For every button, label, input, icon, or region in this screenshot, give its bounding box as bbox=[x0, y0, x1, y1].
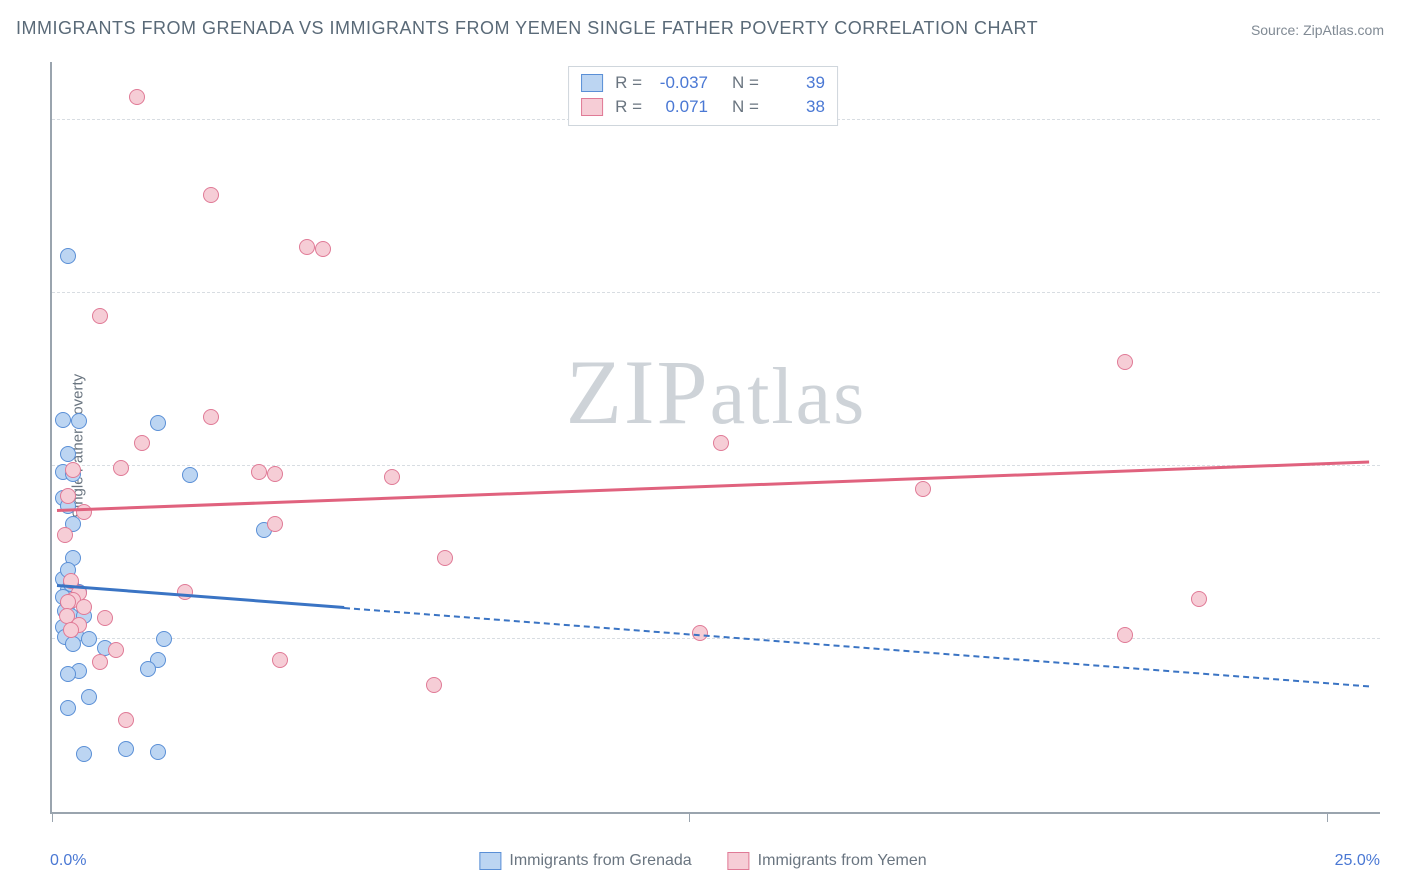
x-tick bbox=[689, 812, 690, 822]
data-point bbox=[81, 689, 97, 705]
data-point bbox=[182, 467, 198, 483]
data-point bbox=[1191, 591, 1207, 607]
data-point bbox=[156, 631, 172, 647]
data-point bbox=[76, 504, 92, 520]
r-label: R = bbox=[615, 71, 642, 95]
data-point bbox=[60, 446, 76, 462]
swatch-grenada-icon bbox=[479, 852, 501, 870]
data-point bbox=[384, 469, 400, 485]
data-point bbox=[108, 642, 124, 658]
x-axis-max-label: 25.0% bbox=[1335, 852, 1380, 870]
legend-label-grenada: Immigrants from Grenada bbox=[509, 852, 691, 870]
y-tick-label: 45.0% bbox=[1388, 266, 1406, 284]
data-point bbox=[203, 187, 219, 203]
data-point bbox=[81, 631, 97, 647]
trend-line bbox=[57, 584, 344, 609]
x-axis-min-label: 0.0% bbox=[50, 852, 86, 870]
legend-item-grenada: Immigrants from Grenada bbox=[479, 852, 691, 870]
n-value-yemen: 38 bbox=[769, 95, 825, 119]
legend-label-yemen: Immigrants from Yemen bbox=[758, 852, 927, 870]
n-value-grenada: 39 bbox=[769, 71, 825, 95]
source-name: ZipAtlas.com bbox=[1303, 22, 1384, 38]
data-point bbox=[713, 435, 729, 451]
source-prefix: Source: bbox=[1251, 22, 1303, 38]
grid-line bbox=[52, 292, 1380, 293]
correlation-chart: IMMIGRANTS FROM GRENADA VS IMMIGRANTS FR… bbox=[0, 0, 1406, 892]
data-point bbox=[437, 550, 453, 566]
data-point bbox=[251, 464, 267, 480]
data-point bbox=[1117, 627, 1133, 643]
n-label: N = bbox=[732, 95, 759, 119]
r-value-yemen: 0.071 bbox=[652, 95, 708, 119]
data-point bbox=[60, 488, 76, 504]
data-point bbox=[140, 661, 156, 677]
data-point bbox=[150, 415, 166, 431]
chart-title: IMMIGRANTS FROM GRENADA VS IMMIGRANTS FR… bbox=[16, 18, 1038, 39]
x-tick bbox=[52, 812, 53, 822]
data-point bbox=[267, 516, 283, 532]
data-point bbox=[272, 652, 288, 668]
data-point bbox=[315, 241, 331, 257]
data-point bbox=[60, 248, 76, 264]
legend-row-grenada: R = -0.037 N = 39 bbox=[581, 71, 825, 95]
legend-correlation-box: R = -0.037 N = 39 R = 0.071 N = 38 bbox=[568, 66, 838, 126]
data-point bbox=[57, 527, 73, 543]
r-label: R = bbox=[615, 95, 642, 119]
plot-area: ZIPatlas 15.0%30.0%45.0%60.0% bbox=[50, 62, 1380, 814]
y-tick-label: 30.0% bbox=[1388, 439, 1406, 457]
grid-line bbox=[52, 638, 1380, 639]
data-point bbox=[63, 622, 79, 638]
swatch-yemen-icon bbox=[728, 852, 750, 870]
y-tick-label: 15.0% bbox=[1388, 612, 1406, 630]
data-point bbox=[129, 89, 145, 105]
grid-line bbox=[52, 465, 1380, 466]
data-point bbox=[915, 481, 931, 497]
data-point bbox=[60, 700, 76, 716]
data-point bbox=[113, 460, 129, 476]
data-point bbox=[299, 239, 315, 255]
swatch-yemen bbox=[581, 98, 603, 116]
r-value-grenada: -0.037 bbox=[652, 71, 708, 95]
legend-row-yemen: R = 0.071 N = 38 bbox=[581, 95, 825, 119]
swatch-grenada bbox=[581, 74, 603, 92]
y-tick-label: 60.0% bbox=[1388, 93, 1406, 111]
watermark: ZIPatlas bbox=[566, 339, 867, 445]
data-point bbox=[97, 610, 113, 626]
x-tick bbox=[1327, 812, 1328, 822]
trend-line-extrapolated bbox=[344, 607, 1369, 687]
legend-item-yemen: Immigrants from Yemen bbox=[728, 852, 927, 870]
data-point bbox=[267, 466, 283, 482]
data-point bbox=[76, 746, 92, 762]
data-point bbox=[65, 636, 81, 652]
data-point bbox=[203, 409, 219, 425]
n-label: N = bbox=[732, 71, 759, 95]
data-point bbox=[60, 666, 76, 682]
data-point bbox=[55, 412, 71, 428]
data-point bbox=[92, 308, 108, 324]
data-point bbox=[1117, 354, 1133, 370]
data-point bbox=[92, 654, 108, 670]
data-point bbox=[118, 712, 134, 728]
source-attribution: Source: ZipAtlas.com bbox=[1251, 22, 1384, 38]
data-point bbox=[71, 413, 87, 429]
data-point bbox=[65, 462, 81, 478]
data-point bbox=[118, 741, 134, 757]
data-point bbox=[150, 744, 166, 760]
legend-series: Immigrants from Grenada Immigrants from … bbox=[479, 852, 926, 870]
data-point bbox=[76, 599, 92, 615]
data-point bbox=[426, 677, 442, 693]
data-point bbox=[134, 435, 150, 451]
